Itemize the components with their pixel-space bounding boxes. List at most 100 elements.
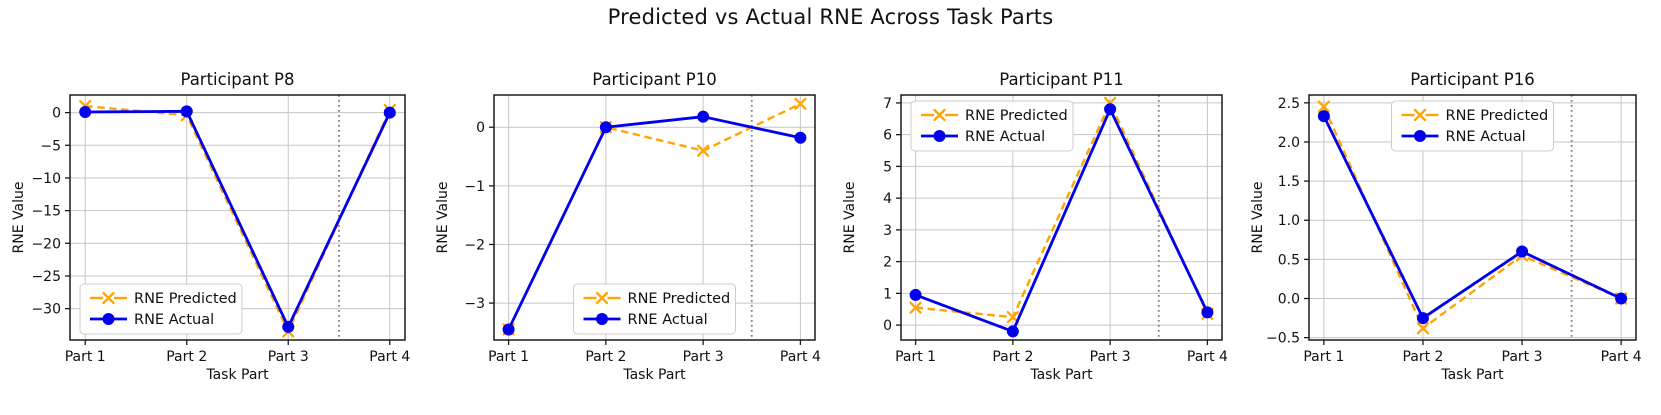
y-tick-label: −1 <box>464 179 485 195</box>
legend: RNE Predicted RNE Actual <box>573 283 736 335</box>
axes-frame <box>69 94 406 341</box>
legend-label-rne-actual: RNE Actual <box>628 312 708 328</box>
series-line-rne-actual <box>915 107 1209 333</box>
marker-rne-actual <box>1104 103 1117 116</box>
marker-rne-actual <box>909 288 922 301</box>
marker-rne-actual <box>697 110 710 123</box>
legend-box <box>1391 100 1554 152</box>
marker-rne-actual <box>502 323 515 336</box>
legend-label-rne-predicted: RNE Predicted <box>965 108 1068 124</box>
y-axis-label: RNE Value <box>1250 182 1266 254</box>
subplot-title: Participant P16 <box>1410 70 1535 89</box>
x-tick-label: Part 2 <box>585 349 626 365</box>
subplot-title: Participant P10 <box>592 70 717 89</box>
marker-rne-actual <box>180 105 193 118</box>
legend-label-rne-actual: RNE Actual <box>965 129 1045 145</box>
marker-rne-actual <box>1006 325 1019 338</box>
legend-sample-marker <box>1414 130 1426 142</box>
series-line-rne-actual <box>507 115 801 331</box>
marker-rne-predicted <box>1317 100 1331 113</box>
legend-sample-marker <box>102 313 115 325</box>
legend-sample-marker <box>102 291 115 305</box>
x-tick-label: Part 4 <box>1601 349 1642 365</box>
legend-sample-marker <box>596 313 608 325</box>
legend: RNE Predicted RNE Actual <box>910 100 1074 152</box>
y-tick-label: −20 <box>31 236 61 252</box>
subplot-participant-p8: Part 1 Part 2 Part 3 Part 4 0 −5 −10 −15 −20 −25 −… <box>11 70 410 383</box>
x-tick-label: Part 1 <box>488 349 529 365</box>
subplot-title: Participant P8 <box>180 70 294 89</box>
marker-rne-predicted <box>909 301 922 314</box>
legend-label-rne-predicted: RNE Predicted <box>628 291 731 307</box>
series-line-rne-actual <box>1322 115 1622 320</box>
legend-box <box>79 283 243 335</box>
marker-rne-actual <box>1201 306 1214 319</box>
legend-label-rne-predicted: RNE Predicted <box>134 291 237 307</box>
subplot-title: Participant P11 <box>999 70 1124 89</box>
axes-frame <box>1308 94 1637 341</box>
marker-rne-actual <box>794 131 807 144</box>
subplot-participant-p16: Part 1 Part 2 Part 3 Part 4 −0.5 0.0 0.5 1.0 1.5… <box>1250 70 1642 383</box>
legend-box <box>573 283 736 335</box>
y-axis-label: RNE Value <box>842 182 858 254</box>
y-tick-label: −3 <box>464 296 485 312</box>
x-tick-label: Part 1 <box>65 349 106 365</box>
legend-label-rne-actual: RNE Actual <box>134 312 214 328</box>
y-tick-label: 0 <box>883 318 892 334</box>
axes-frame <box>493 94 816 341</box>
y-tick-label: 2.5 <box>1278 96 1300 112</box>
y-tick-label: 1.0 <box>1278 213 1300 229</box>
legend-sample-marker <box>933 130 946 142</box>
marker-rne-actual <box>1516 245 1529 258</box>
y-tick-label: −10 <box>31 171 61 187</box>
figure-title: Predicted vs Actual RNE Across Task Part… <box>607 5 1054 29</box>
y-tick-label: 1 <box>883 286 892 302</box>
y-tick-label: −25 <box>31 269 61 285</box>
legend-sample-marker <box>1413 108 1427 122</box>
series-line-rne-actual <box>85 109 392 329</box>
marker-rne-predicted <box>696 144 710 157</box>
y-tick-label: 0.5 <box>1278 252 1300 268</box>
marker-rne-actual <box>282 320 295 333</box>
x-tick-label: Part 1 <box>895 349 936 365</box>
y-axis-label: RNE Value <box>11 182 27 254</box>
y-tick-label: 0 <box>476 120 485 136</box>
ticks <box>896 102 1209 345</box>
x-tick-label: Part 4 <box>369 349 410 365</box>
legend-label-rne-predicted: RNE Predicted <box>1446 108 1549 124</box>
x-tick-label: Part 4 <box>1187 349 1228 365</box>
y-tick-label: 7 <box>883 96 892 112</box>
y-tick-label: −5 <box>40 138 61 154</box>
x-tick-label: Part 1 <box>1303 349 1344 365</box>
legend: RNE Predicted RNE Actual <box>1391 100 1554 152</box>
y-tick-label: 4 <box>883 191 892 207</box>
axes-frame <box>900 94 1223 341</box>
subplot-participant-p10: Part 1 Part 2 Part 3 Part 4 0 −1 −2 −3 Task Part… <box>435 70 821 383</box>
ticks <box>1304 102 1622 345</box>
y-tick-label: 1.5 <box>1278 174 1300 190</box>
legend-box <box>910 100 1074 152</box>
marker-rne-predicted <box>794 97 807 110</box>
ticks <box>489 126 802 345</box>
x-tick-label: Part 3 <box>268 349 309 365</box>
y-tick-label: −30 <box>31 302 61 318</box>
subplot-participant-p11: Part 1 Part 2 Part 3 Part 4 0 1 2 3 4 5 6 7 Task Par… <box>842 70 1228 383</box>
y-tick-label: −0.5 <box>1266 331 1300 347</box>
x-axis-label: Task Part <box>622 367 686 383</box>
marker-rne-actual <box>79 105 92 118</box>
y-tick-label: −15 <box>31 204 61 220</box>
y-tick-label: 2.0 <box>1278 135 1300 151</box>
marker-rne-predicted <box>1416 322 1430 335</box>
x-tick-label: Part 3 <box>1502 349 1543 365</box>
y-tick-label: 0.0 <box>1278 292 1300 308</box>
legend-sample-marker <box>595 291 609 305</box>
x-tick-label: Part 3 <box>683 349 724 365</box>
y-tick-label: 5 <box>883 159 892 175</box>
x-axis-label: Task Part <box>205 367 269 383</box>
y-tick-label: 0 <box>52 106 61 122</box>
x-tick-label: Part 2 <box>992 349 1033 365</box>
x-tick-label: Part 2 <box>1402 349 1443 365</box>
x-tick-label: Part 2 <box>166 349 207 365</box>
x-axis-label: Task Part <box>1440 367 1504 383</box>
